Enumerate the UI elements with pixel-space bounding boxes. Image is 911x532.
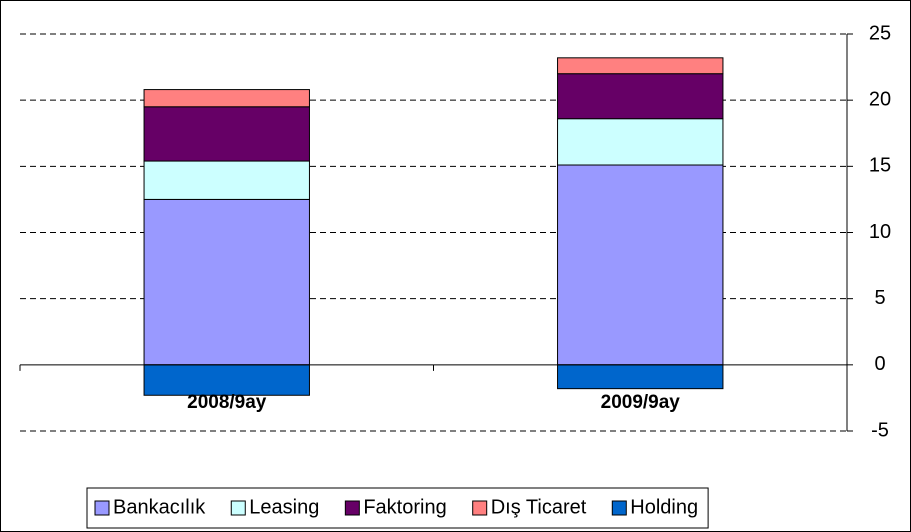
bar-segment	[143, 198, 310, 366]
legend-swatch	[611, 500, 627, 516]
legend-swatch	[230, 500, 246, 516]
bar-segment	[143, 89, 310, 108]
bar-segment	[557, 164, 724, 366]
legend: Bankacılık Leasing Faktoring Dış Ticaret Hol…	[86, 487, 709, 529]
bar-segment	[557, 57, 724, 75]
y-tick-label: -5	[871, 419, 889, 441]
y-tick-label: 25	[869, 22, 891, 44]
bar-segment	[557, 118, 724, 166]
x-tick-label: 2008/9ay	[187, 392, 267, 413]
y-tick-label: 10	[869, 221, 891, 243]
y-tick-label: 15	[869, 155, 891, 177]
bar-segment	[557, 73, 724, 120]
y-tick-label: 20	[869, 88, 891, 110]
legend-label: Leasing	[249, 496, 319, 518]
legend-swatch	[94, 500, 110, 516]
legend-swatch	[472, 500, 488, 516]
legend-label: Dış Ticaret	[491, 496, 587, 518]
legend-label: Holding	[630, 496, 698, 518]
legend-label: Bankacılık	[113, 496, 206, 518]
bar-segment	[143, 106, 310, 162]
bar-segment	[143, 160, 310, 200]
y-tick-label: 5	[874, 287, 885, 309]
bar-segment	[557, 364, 724, 390]
y-tick-label: 0	[874, 353, 885, 375]
bar-segment	[143, 364, 310, 396]
legend-label: Faktoring	[363, 496, 446, 518]
x-tick-label: 2009/9ay	[601, 392, 681, 413]
legend-swatch	[344, 500, 360, 516]
legend-box	[86, 487, 709, 529]
